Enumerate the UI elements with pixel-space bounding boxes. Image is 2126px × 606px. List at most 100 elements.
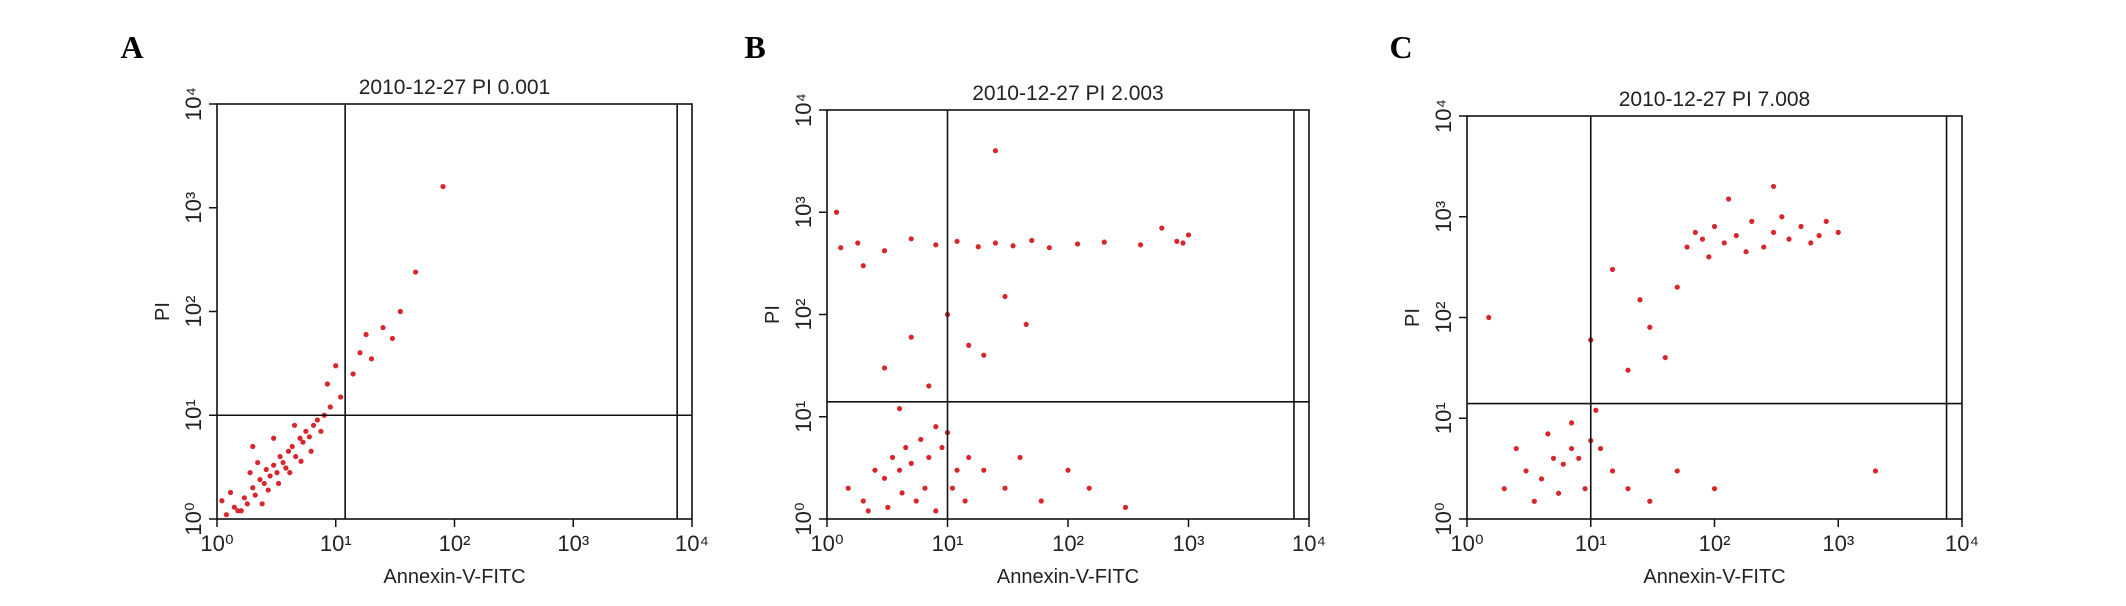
point (949, 485, 956, 491)
point (1711, 486, 1718, 492)
y-tick-label: 10² (1431, 302, 1456, 334)
point (289, 443, 295, 450)
point (1692, 229, 1698, 235)
point (1560, 461, 1566, 467)
point (860, 498, 866, 504)
point (1743, 249, 1749, 255)
x-tick-label: 10² (1052, 531, 1084, 556)
y-tick-label: 10³ (791, 196, 816, 228)
point (1872, 468, 1879, 474)
y-tick-label: 10⁴ (181, 87, 206, 121)
y-tick-label: 10⁰ (1431, 502, 1456, 535)
point (1721, 240, 1727, 246)
point (263, 466, 269, 473)
point (274, 470, 280, 476)
point (1029, 237, 1035, 244)
point (1597, 445, 1604, 452)
point (896, 467, 903, 473)
point (1523, 468, 1529, 474)
point (1647, 498, 1653, 504)
point (1816, 232, 1822, 239)
point (855, 240, 861, 246)
point (1556, 490, 1562, 496)
point (267, 473, 273, 479)
point (1185, 232, 1192, 238)
x-tick-label: 10¹ (932, 531, 964, 556)
point (277, 453, 283, 460)
point (285, 448, 292, 454)
point (275, 480, 282, 487)
x-tick-label: 10³ (557, 531, 589, 556)
point (1538, 476, 1545, 482)
point (280, 459, 286, 466)
x-tick-label: 10⁴ (1292, 531, 1326, 556)
point (954, 238, 960, 244)
y-tick-label: 10³ (181, 192, 206, 224)
point (1180, 240, 1186, 246)
point (966, 342, 972, 348)
point (1550, 455, 1557, 461)
point (933, 242, 939, 248)
point (1017, 454, 1023, 461)
point (1065, 467, 1071, 473)
point (1568, 445, 1575, 452)
plot-frame (216, 103, 693, 520)
point (247, 470, 253, 476)
y-axis-label: PI (762, 305, 784, 324)
point (1545, 431, 1551, 437)
point (397, 308, 403, 315)
point (368, 356, 375, 362)
point (908, 460, 914, 466)
point (300, 439, 306, 445)
point (1531, 498, 1537, 504)
point (881, 248, 888, 254)
point (889, 454, 896, 461)
point (298, 458, 304, 464)
point (412, 269, 419, 275)
point (363, 331, 369, 338)
y-tick-label: 10⁰ (181, 502, 206, 535)
point (1576, 455, 1582, 461)
point (1625, 486, 1631, 492)
point (1706, 254, 1712, 260)
y-axis-label: PI (1402, 308, 1424, 327)
point (1137, 242, 1144, 248)
point (981, 352, 987, 358)
point (306, 434, 313, 440)
chart-title: 2010-12-27 PI 7.008 (1619, 88, 1810, 111)
point (962, 498, 968, 504)
point (881, 475, 888, 481)
point (440, 183, 446, 190)
point (872, 467, 878, 473)
point (310, 422, 317, 428)
point (314, 417, 320, 423)
point (324, 381, 330, 387)
point (244, 501, 250, 507)
point (259, 501, 265, 507)
point (1101, 239, 1107, 245)
point (865, 508, 871, 514)
point (1002, 485, 1008, 491)
point (913, 498, 919, 504)
point (975, 244, 981, 250)
point (1038, 498, 1044, 504)
point (1501, 486, 1507, 492)
point (1761, 244, 1767, 250)
point (327, 404, 333, 410)
point (833, 209, 840, 215)
point (380, 324, 386, 331)
x-axis-label: Annexin-V-FITC (1643, 566, 1785, 588)
point (271, 462, 277, 468)
point (933, 424, 939, 430)
point (338, 394, 344, 400)
chart-title: 2010-12-27 PI 0.001 (359, 76, 550, 99)
point (908, 236, 914, 242)
point (1674, 284, 1680, 290)
point (1637, 297, 1643, 303)
point (896, 406, 903, 412)
point (899, 490, 905, 496)
x-axis-label: Annexin-V-FITC (997, 566, 1139, 588)
point (1023, 321, 1029, 328)
